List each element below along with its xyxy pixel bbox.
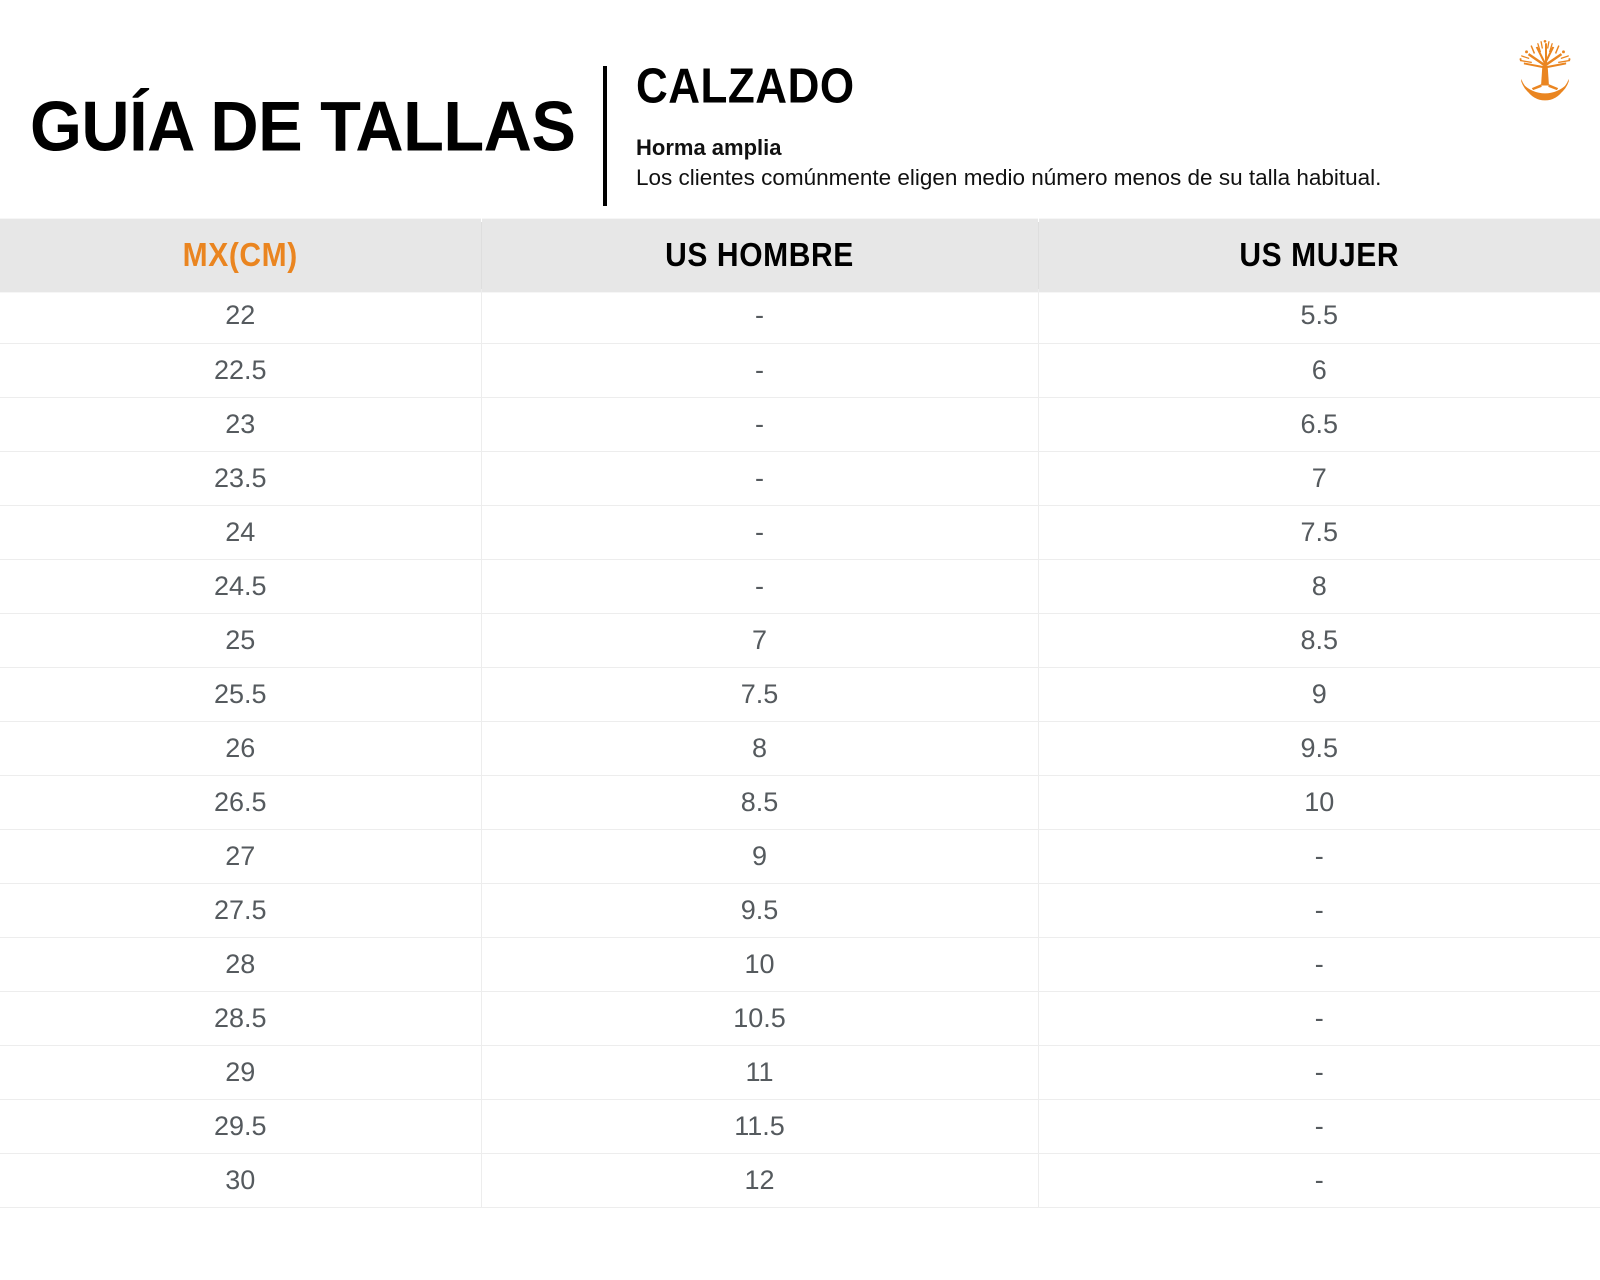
main-title-block: GUÍA DE TALLAS <box>30 92 590 163</box>
cell-mx-cm: 25 <box>0 613 482 668</box>
cell-us-mujer: 7.5 <box>1038 505 1600 560</box>
cell-us-hombre: - <box>481 397 1039 452</box>
cell-mx-cm: 27.5 <box>0 883 482 938</box>
cell-mx-cm: 29 <box>0 1045 482 1100</box>
table-header: MX(CM) US HOMBRE US MUJER <box>0 218 1600 293</box>
cell-us-hombre: 7.5 <box>481 667 1039 722</box>
table-row: 25 7 8.5 <box>0 613 1600 668</box>
table-row: 23.5-7 <box>0 451 1600 506</box>
cell-us-mujer: 9 <box>1038 667 1600 722</box>
table-row: 27 9- <box>0 829 1600 884</box>
cell-us-mujer: - <box>1038 883 1600 938</box>
cell-mx-cm: 23 <box>0 397 482 452</box>
cell-mx-cm: 22.5 <box>0 343 482 398</box>
cell-mx-cm: 29.5 <box>0 1099 482 1154</box>
cell-us-mujer: - <box>1038 829 1600 884</box>
cell-us-hombre: 11 <box>481 1045 1039 1100</box>
cell-us-hombre: - <box>481 289 1039 344</box>
fit-description-text: Los clientes comúnmente eligen medio núm… <box>636 165 1382 191</box>
cell-mx-cm: 25.5 <box>0 667 482 722</box>
page-header: GUÍA DE TALLAS CALZADO Horma amplia Los … <box>0 0 1600 222</box>
table-row: 28 10- <box>0 937 1600 992</box>
cell-us-hombre: 12 <box>481 1153 1039 1208</box>
table-row: 26 8 9.5 <box>0 721 1600 776</box>
table-row: 26.5 8.5 10 <box>0 775 1600 830</box>
cell-mx-cm: 22 <box>0 289 482 344</box>
cell-mx-cm: 26.5 <box>0 775 482 830</box>
cell-us-mujer: 7 <box>1038 451 1600 506</box>
cell-mx-cm: 28.5 <box>0 991 482 1046</box>
cell-us-mujer: 8.5 <box>1038 613 1600 668</box>
cell-us-hombre: - <box>481 343 1039 398</box>
cell-us-mujer: - <box>1038 1045 1600 1100</box>
cell-mx-cm: 27 <box>0 829 482 884</box>
cell-mx-cm: 30 <box>0 1153 482 1208</box>
table-row: 27.5 9.5- <box>0 883 1600 938</box>
table-header-row: MX(CM) US HOMBRE US MUJER <box>0 218 1600 293</box>
cell-mx-cm: 28 <box>0 937 482 992</box>
cell-us-mujer: - <box>1038 937 1600 992</box>
column-header-us-hombre: US HOMBRE <box>481 218 1039 293</box>
table-row: 24-7.5 <box>0 505 1600 560</box>
cell-us-mujer: - <box>1038 1099 1600 1154</box>
table-row: 23-6.5 <box>0 397 1600 452</box>
table-row: 29.5 11.5- <box>0 1099 1600 1154</box>
cell-us-hombre: 9.5 <box>481 883 1039 938</box>
cell-mx-cm: 24.5 <box>0 559 482 614</box>
page-title: GUÍA DE TALLAS <box>30 87 576 167</box>
header-vertical-divider <box>603 66 607 206</box>
table-row: 28.5 10.5- <box>0 991 1600 1046</box>
column-header-us-mujer: US MUJER <box>1038 218 1600 293</box>
cell-us-mujer: 8 <box>1038 559 1600 614</box>
cell-mx-cm: 23.5 <box>0 451 482 506</box>
cell-us-hombre: 8 <box>481 721 1039 776</box>
table-row: 24.5-8 <box>0 559 1600 614</box>
cell-us-hombre: - <box>481 451 1039 506</box>
timberland-tree-logo-icon <box>1512 38 1578 104</box>
cell-us-hombre: 10 <box>481 937 1039 992</box>
cell-us-hombre: 10.5 <box>481 991 1039 1046</box>
cell-us-mujer: 5.5 <box>1038 289 1600 344</box>
cell-us-mujer: - <box>1038 1153 1600 1208</box>
cell-us-mujer: 6.5 <box>1038 397 1600 452</box>
cell-us-hombre: - <box>481 559 1039 614</box>
table-row: 29 11- <box>0 1045 1600 1100</box>
table-row: 25.5 7.5 9 <box>0 667 1600 722</box>
table-row: 22-5.5 <box>0 289 1600 344</box>
table-row: 30 12- <box>0 1153 1600 1208</box>
cell-us-mujer: 6 <box>1038 343 1600 398</box>
cell-mx-cm: 26 <box>0 721 482 776</box>
cell-us-mujer: - <box>1038 991 1600 1046</box>
cell-us-mujer: 9.5 <box>1038 721 1600 776</box>
cell-us-hombre: 8.5 <box>481 775 1039 830</box>
cell-us-mujer: 10 <box>1038 775 1600 830</box>
fit-name-label: Horma amplia <box>636 134 782 160</box>
category-block: CALZADO Horma amplia Los clientes comúnm… <box>636 60 1480 193</box>
cell-us-hombre: 9 <box>481 829 1039 884</box>
column-header-mx-cm: MX(CM) <box>0 218 482 293</box>
cell-us-hombre: 11.5 <box>481 1099 1039 1154</box>
table-row: 22.5-6 <box>0 343 1600 398</box>
cell-us-hombre: 7 <box>481 613 1039 668</box>
table-body: 22-5.5 22.5-6 23-6.5 23.5-7 24-7.5 24.5-8 25 7 8… <box>0 289 1600 1208</box>
size-chart-table: MX(CM) US HOMBRE US MUJER 22-5.5 22.5-6 23… <box>0 218 1600 1208</box>
cell-us-hombre: - <box>481 505 1039 560</box>
cell-mx-cm: 24 <box>0 505 482 560</box>
category-title: CALZADO <box>636 58 855 114</box>
